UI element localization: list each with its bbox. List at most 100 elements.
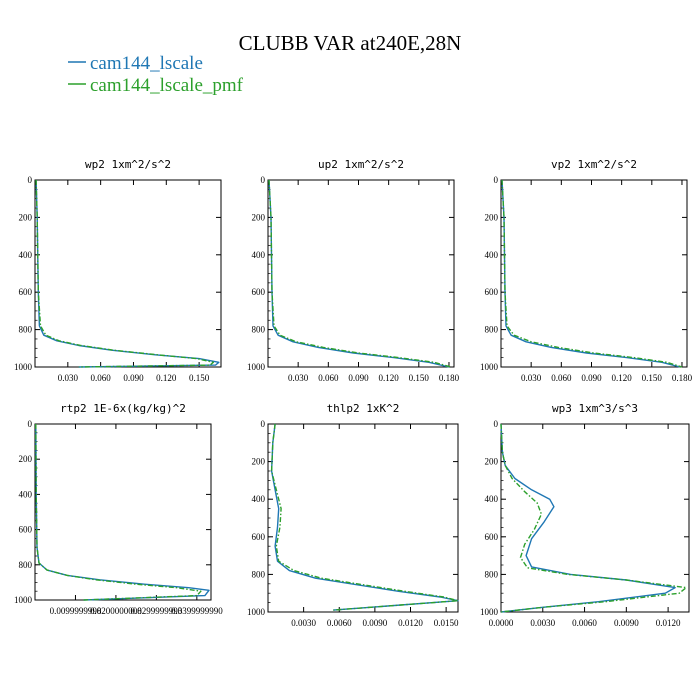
series-line-1 [35,423,210,601]
plot-frame [267,179,455,368]
y-tick-label: 0 [28,175,33,185]
y-tick-label: 800 [252,325,266,335]
y-tick-label: 1000 [247,362,266,372]
series-line-2 [501,179,683,368]
panel-title: up2 1xm^2/s^2 [318,158,404,171]
panel-4: rtp2 1E-6x(kg/kg)^2 0 200 400 600 800 1000 0.00… [14,402,223,616]
y-tick-label: 0 [494,419,499,429]
y-tick-label: 200 [19,212,33,222]
y-tick-label: 600 [252,532,266,542]
y-tick-label: 1000 [480,362,499,372]
x-tick-label: 0.0299999993 [131,606,183,616]
series-line-2 [500,423,687,613]
x-tick-label: 0.030 [288,373,309,383]
y-tick-label: 0 [261,175,266,185]
x-tick-label: 0.180 [672,373,693,383]
x-tick-label: 0.0060 [572,618,597,628]
x-tick-label: 0.0150 [434,618,459,628]
series-line-2 [268,179,452,368]
y-tick-label: 1000 [14,595,33,605]
y-tick-label: 400 [252,250,266,260]
y-tick-label: 400 [19,250,33,260]
y-tick-label: 0 [261,419,266,429]
series-line-2 [35,423,202,601]
x-tick-label: 0.030 [521,373,542,383]
x-tick-label: 0.180 [439,373,460,383]
x-tick-label: 0.090 [123,373,144,383]
y-tick-label: 200 [19,454,33,464]
y-tick-label: 400 [252,494,266,504]
x-tick-label: 0.0399999990 [171,606,223,616]
x-tick-label: 0.0060 [327,618,352,628]
x-tick-label: 0.0030 [291,618,316,628]
x-tick-label: 0.060 [318,373,339,383]
y-tick-label: 1000 [480,607,499,617]
series-line-1 [500,423,676,613]
y-tick-label: 800 [19,325,33,335]
y-tick-label: 1000 [14,362,33,372]
x-tick-label: 0.060 [91,373,112,383]
panel-5: thlp2 1xK^2 0 200 400 600 800 1000 0.0030 0.0060… [247,402,459,628]
panel-2: up2 1xm^2/s^2 0 200 400 600 800 1000 0.030 0.060… [247,158,460,383]
plot-frame [500,179,688,368]
x-tick-label: 0.0099999998 [50,606,102,616]
legend: cam144_lscale cam144_lscale_pmf [68,53,244,96]
panel-title: wp2 1xm^2/s^2 [85,158,171,171]
plot-frame [34,179,222,368]
series-line-1 [270,423,459,611]
panels: wp2 1xm^2/s^2 0 200 400 600 800 1000 0.030 0.060… [14,158,693,628]
y-tick-label: 1000 [247,607,266,617]
panel-3: vp2 1xm^2/s^2 0 200 400 600 800 1000 0.030 0.060… [480,158,693,383]
x-tick-label: 0.090 [581,373,602,383]
panel-title: rtp2 1E-6x(kg/kg)^2 [60,402,186,415]
y-tick-label: 600 [485,532,499,542]
x-tick-label: 0.150 [642,373,663,383]
x-tick-label: 0.120 [379,373,400,383]
y-tick-label: 200 [252,457,266,467]
y-tick-label: 800 [485,569,499,579]
series-line-1 [35,179,220,368]
y-tick-label: 0 [494,175,499,185]
x-tick-label: 0.0090 [614,618,639,628]
x-tick-label: 0.120 [156,373,177,383]
x-tick-label: 0.030 [58,373,79,383]
x-tick-label: 0.060 [551,373,572,383]
x-tick-label: 0.090 [348,373,369,383]
y-tick-label: 400 [485,494,499,504]
x-tick-label: 0.0000 [489,618,514,628]
series-line-1 [501,179,681,368]
panel-title: wp3 1xm^3/s^3 [552,402,638,415]
x-tick-label: 0.0120 [398,618,423,628]
y-tick-label: 0 [28,419,33,429]
x-tick-label: 0.0120 [656,618,681,628]
x-tick-label: 0.0090 [363,618,388,628]
x-tick-label: 0.150 [189,373,210,383]
panel-1: wp2 1xm^2/s^2 0 200 400 600 800 1000 0.030 0.060… [14,158,222,383]
x-tick-label: 0.0030 [530,618,555,628]
y-tick-label: 600 [485,287,499,297]
y-tick-label: 600 [19,287,33,297]
legend-label-2: cam144_lscale_pmf [90,75,244,96]
legend-label-1: cam144_lscale [90,53,203,74]
y-tick-label: 800 [252,569,266,579]
panel-title: thlp2 1xK^2 [327,402,400,415]
panel-title: vp2 1xm^2/s^2 [551,158,637,171]
y-tick-label: 600 [19,525,33,535]
y-tick-label: 800 [485,325,499,335]
y-tick-label: 200 [252,212,266,222]
series-line-1 [268,179,450,368]
x-tick-label: 0.0200000008 [90,606,142,616]
y-tick-label: 600 [252,287,266,297]
figure-title: CLUBB VAR at240E,28N [239,31,462,55]
y-tick-label: 200 [485,212,499,222]
series-line-2 [35,179,215,368]
x-tick-label: 0.120 [612,373,633,383]
plot-frame [267,423,459,613]
y-tick-label: 200 [485,457,499,467]
y-tick-label: 400 [19,489,33,499]
series-line-2 [270,423,459,611]
y-tick-label: 400 [485,250,499,260]
y-tick-label: 800 [19,560,33,570]
